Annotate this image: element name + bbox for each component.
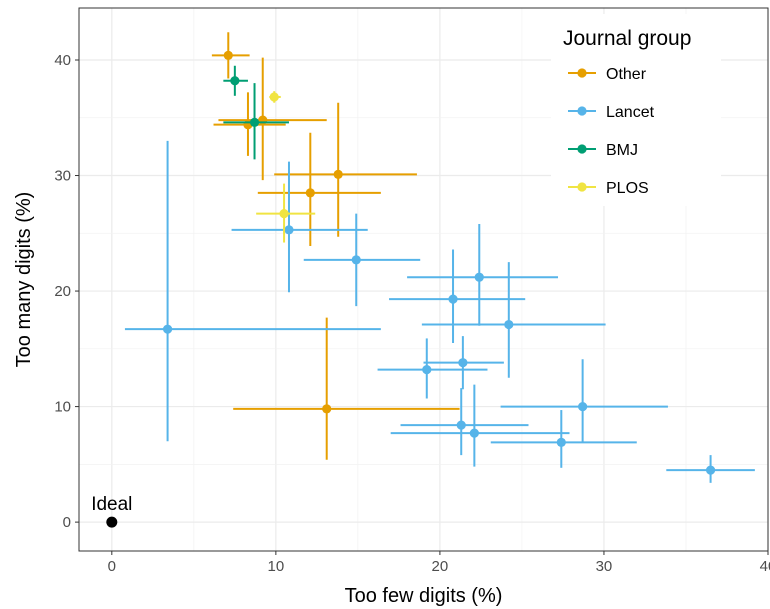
legend-key-point: [577, 68, 587, 78]
data-point: [458, 358, 468, 368]
legend-key-point: [577, 182, 587, 192]
grid: [79, 8, 769, 551]
x-tick-label: 30: [596, 558, 613, 575]
ideal-label: Ideal: [91, 494, 132, 515]
panel-border: [78, 7, 769, 552]
legend-item-plos: PLOS: [568, 180, 649, 197]
x-tick-label: 10: [268, 558, 285, 575]
y-tick-label: 40: [54, 52, 71, 69]
series-bmj: [223, 65, 289, 160]
data-point: [230, 76, 240, 86]
annotation-layer: Ideal: [91, 494, 132, 528]
data-point: [474, 272, 484, 282]
y-tick-label: 0: [63, 514, 71, 531]
data-point: [705, 465, 716, 475]
legend: Journal group Other Lancet BMJ PLOS: [551, 14, 721, 206]
data-point: [351, 255, 361, 265]
series-plos: [256, 91, 316, 243]
axis-ticks: 0 10 20 30 40 0 10 20 30 40: [54, 52, 770, 575]
legend-item-bmj: BMJ: [568, 142, 638, 159]
data-point: [269, 92, 279, 102]
y-tick-label: 30: [54, 168, 71, 185]
ideal-point: [106, 516, 118, 528]
y-axis-title: Too many digits (%): [13, 192, 35, 368]
series-other: [211, 32, 460, 460]
legend-key-point: [577, 106, 587, 116]
legend-title: Journal group: [563, 27, 691, 50]
x-tick-label: 0: [108, 558, 116, 575]
y-tick-label: 10: [54, 399, 71, 416]
data-point: [305, 188, 315, 198]
data-point: [422, 365, 432, 375]
y-tick-label: 20: [54, 283, 71, 300]
x-axis-title: Too few digits (%): [345, 585, 503, 607]
data-point: [249, 117, 260, 127]
legend-label: PLOS: [606, 180, 649, 197]
series-lancet: [124, 140, 755, 483]
data-point: [448, 294, 458, 304]
x-tick-label: 40: [760, 558, 770, 575]
data-point: [322, 404, 332, 414]
legend-label: Other: [606, 66, 647, 83]
data-point: [556, 437, 566, 447]
series-layer: [124, 32, 755, 483]
legend-label: BMJ: [606, 142, 638, 159]
data-point: [504, 319, 514, 330]
data-point: [578, 401, 588, 412]
x-tick-label: 20: [432, 558, 449, 575]
legend-label: Lancet: [606, 104, 655, 121]
data-point: [333, 169, 343, 179]
legend-item-lancet: Lancet: [568, 104, 655, 121]
legend-item-other: Other: [568, 66, 647, 83]
data-point: [223, 50, 233, 60]
legend-key-point: [577, 144, 587, 154]
data-point: [162, 324, 173, 334]
data-point: [279, 209, 289, 219]
data-point: [469, 428, 479, 438]
data-point: [284, 225, 294, 235]
data-point: [456, 420, 466, 430]
